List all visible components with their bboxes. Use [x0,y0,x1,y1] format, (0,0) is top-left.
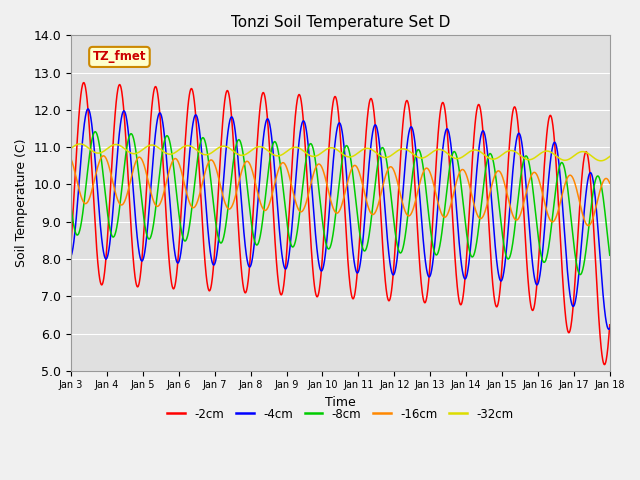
-16cm [67,156,75,162]
-2cm [67,239,75,245]
Y-axis label: Soil Temperature (C): Soil Temperature (C) [15,139,28,267]
-4cm [590,185,598,191]
-16cm [95,161,102,167]
Line: -4cm: -4cm [71,109,610,329]
-8cm [591,180,598,186]
Title: Tonzi Soil Temperature Set D: Tonzi Soil Temperature Set D [231,15,450,30]
-16cm [100,153,108,159]
-32cm [591,156,598,161]
-32cm [492,156,499,162]
-16cm [492,171,499,177]
-16cm [330,205,337,211]
-4cm [606,325,614,331]
-8cm [330,229,337,235]
-2cm [590,234,598,240]
Line: -32cm: -32cm [71,144,610,161]
-4cm [492,246,499,252]
-32cm [67,145,75,151]
-32cm [95,150,103,156]
-4cm [95,205,103,211]
-8cm [606,252,614,258]
-32cm [590,155,598,161]
-8cm [591,182,598,188]
-32cm [606,154,614,159]
-4cm [591,187,598,192]
Legend: -2cm, -4cm, -8cm, -16cm, -32cm: -2cm, -4cm, -8cm, -16cm, -32cm [163,403,518,425]
-32cm [315,152,323,157]
-8cm [92,129,99,134]
-2cm [600,362,608,368]
-2cm [95,270,103,276]
-8cm [95,140,103,145]
-2cm [330,98,337,104]
Line: -2cm: -2cm [71,83,610,365]
-2cm [591,239,598,244]
X-axis label: Time: Time [325,396,356,409]
-8cm [67,205,75,211]
-2cm [492,302,499,308]
Line: -16cm: -16cm [71,156,610,226]
-2cm [80,80,88,85]
-16cm [591,210,598,216]
-16cm [606,180,614,186]
-32cm [330,145,337,151]
-8cm [315,188,323,194]
-4cm [315,262,323,267]
-2cm [606,322,614,328]
-32cm [76,141,84,147]
Line: -8cm: -8cm [71,132,610,275]
-2cm [315,288,323,294]
-16cm [584,223,592,228]
-16cm [315,161,323,167]
-32cm [597,158,605,164]
-8cm [576,272,584,277]
Text: TZ_fmet: TZ_fmet [93,50,146,63]
-4cm [330,158,337,164]
-4cm [605,326,612,332]
-4cm [67,253,75,259]
-8cm [492,172,499,178]
-16cm [591,209,598,215]
-4cm [84,106,92,112]
